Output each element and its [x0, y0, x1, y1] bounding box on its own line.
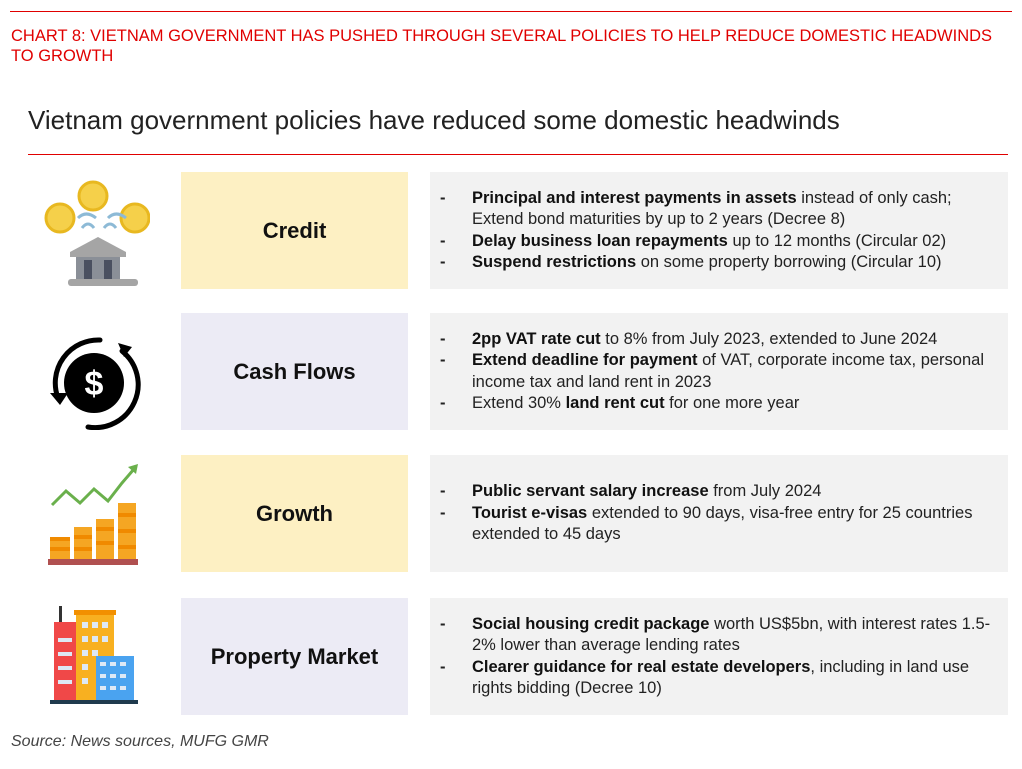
category-label-growth: Growth [181, 455, 408, 572]
policy-row-growth: Growth - Public servant salary increase f… [0, 455, 1022, 572]
bullet-item: - Social housing credit package worth US$… [440, 614, 991, 655]
bank-coins-icon [44, 180, 150, 286]
dollar-cycle-icon: $ [50, 337, 141, 430]
category-label-credit: Credit [181, 172, 408, 289]
policy-details: - Principal and interest payments in asse… [430, 172, 1008, 289]
bullet-item: - Principal and interest payments in asse… [440, 188, 952, 229]
policy-row-cash-flows: $ Cash Flows -2pp VAT rate cut to 8% fro… [0, 313, 1022, 430]
buildings-icon [50, 606, 138, 704]
growth-coins-icon [48, 464, 138, 565]
policy-details: - Public servant salary increase from Jul… [430, 455, 1008, 572]
category-label-cash-flows: Cash Flows [181, 313, 408, 430]
bullet-item: - Delay business loan repayments up to 12… [440, 231, 947, 250]
source-note: Source: News sources, MUFG GMR [11, 733, 269, 750]
top-divider [10, 11, 1012, 12]
policy-row-credit: Credit - Principal and interest payments … [0, 172, 1022, 289]
policy-row-property-market: Property Market - Social housing credit p… [0, 598, 1022, 715]
bullet-item: - Public servant salary increase from Jul… [440, 482, 822, 501]
policy-details: - Social housing credit package worth US$… [430, 598, 1008, 715]
subtitle: Vietnam government policies have reduced… [28, 105, 840, 135]
bullet-item: - Clearer guidance for real estate develo… [440, 657, 970, 698]
bullet-item: - Extend 30% land rent cut for one more y… [440, 394, 800, 412]
subtitle-divider [28, 154, 1008, 155]
category-label-property-market: Property Market [181, 598, 408, 715]
bullet-item: - Suspend restrictions on some property b… [440, 253, 942, 271]
svg-text:$: $ [85, 365, 104, 403]
policy-details: -2pp VAT rate cut to 8% from July 2023, … [430, 313, 1008, 430]
bullet-item: -2pp VAT rate cut to 8% from July 2023, … [440, 329, 938, 348]
chart-title: CHART 8: VIETNAM GOVERNMENT HAS PUSHED T… [11, 27, 993, 65]
bullet-item: - Extend deadline for payment of VAT, cor… [440, 351, 984, 391]
bullet-item: - Tourist e-visas extended to 90 days, vi… [440, 503, 973, 544]
